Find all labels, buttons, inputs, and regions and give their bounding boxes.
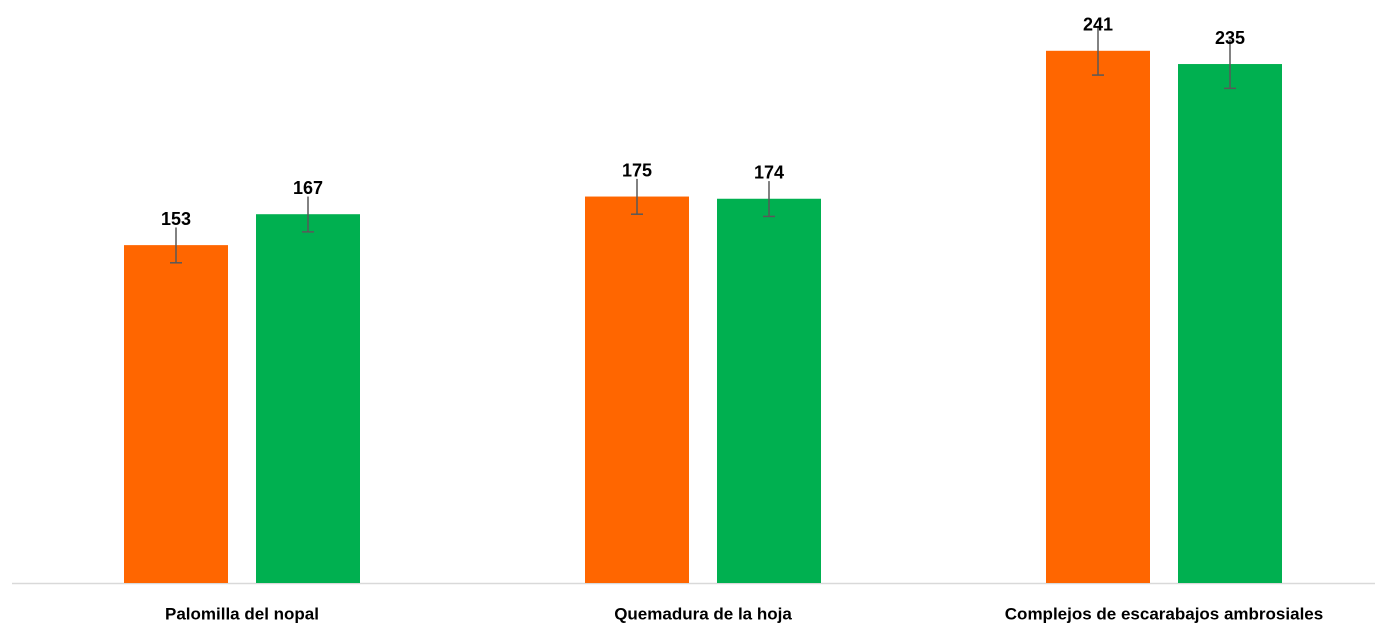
bar [256,214,360,584]
bar [717,198,821,583]
data-label: 175 [622,160,652,180]
error-bar [1092,26,1104,76]
bar [124,245,228,583]
data-label: 241 [1083,15,1113,35]
data-label: 174 [754,163,784,183]
x-tick-label: Complejos de escarabajos ambrosiales [1005,604,1323,623]
x-tick-label: Palomilla del nopal [165,604,319,623]
error-bar [170,227,182,264]
data-label: 153 [161,209,191,229]
bar [585,196,689,583]
bar [1046,50,1150,583]
data-label: 167 [293,178,323,198]
bar [1178,64,1282,583]
error-bar [302,196,314,233]
error-bar [763,181,775,218]
error-bar [631,178,643,215]
x-tick-label: Quemadura de la hoja [614,604,792,623]
error-bar [1224,39,1236,90]
data-label: 235 [1215,28,1245,48]
